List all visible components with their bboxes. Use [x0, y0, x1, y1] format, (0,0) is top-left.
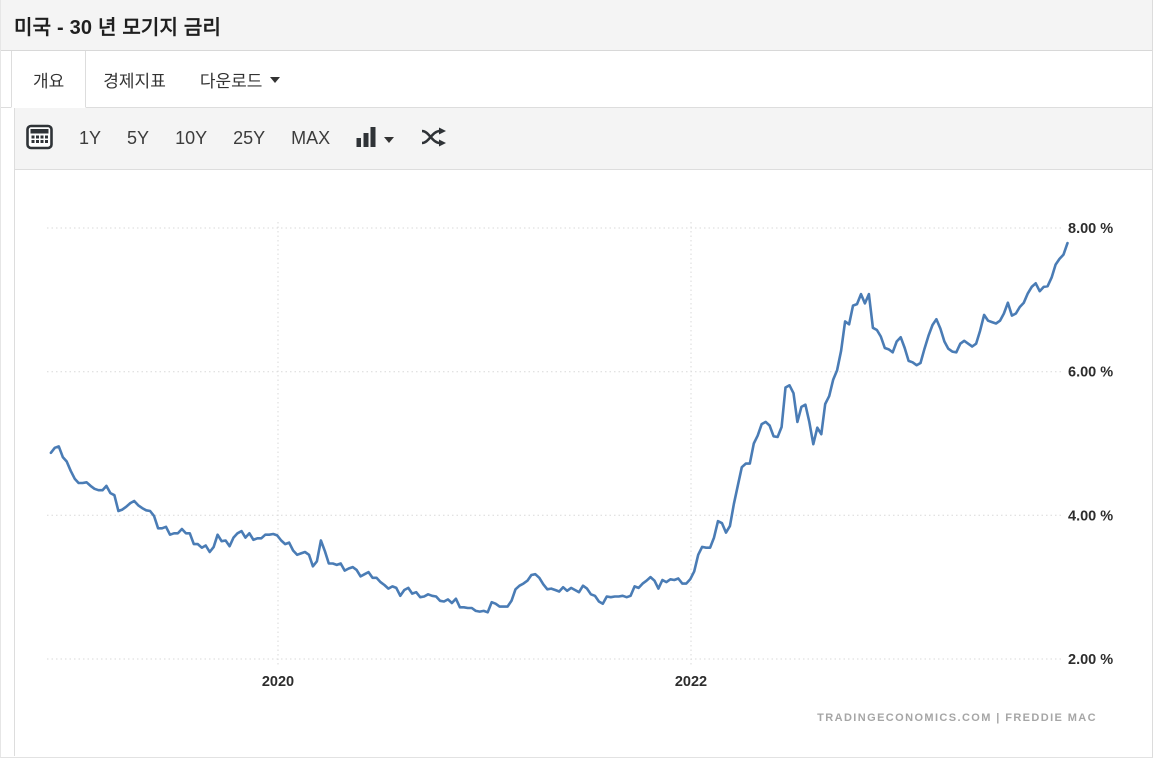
calendar-icon	[26, 124, 53, 153]
range-button-25y[interactable]: 25Y	[233, 128, 266, 148]
x-axis-label: 2020	[262, 674, 294, 690]
chevron-down-icon	[384, 136, 395, 143]
range-button-5y[interactable]: 5Y	[127, 128, 150, 148]
bar-chart-icon	[356, 126, 377, 151]
chart-card: 1Y 5Y 10Y 25Y MAX	[14, 108, 1152, 756]
range-button-max[interactable]: MAX	[291, 128, 331, 148]
compare-button[interactable]	[420, 126, 448, 151]
tab-overview[interactable]: 개요	[11, 51, 87, 108]
calendar-button[interactable]	[26, 124, 53, 153]
y-axis-label: 4.00 %	[1068, 508, 1113, 524]
source-attribution: TRADINGECONOMICS.COM | FREDDIE MAC	[817, 712, 1097, 724]
chevron-down-icon	[270, 77, 281, 83]
tab-download[interactable]: 다운로드	[183, 51, 298, 107]
y-axis-label: 8.00 %	[1068, 221, 1113, 237]
page-title: 미국 - 30 년 모기지 금리	[14, 16, 222, 39]
rate-line	[49, 241, 1069, 614]
tab-indicators-label: 경제지표	[103, 71, 166, 91]
y-axis-label: 2.00 %	[1068, 652, 1113, 668]
title-bar: 미국 - 30 년 모기지 금리	[1, 0, 1152, 51]
x-axis-label: 2022	[675, 674, 707, 690]
tab-download-label: 다운로드	[199, 71, 263, 91]
tab-indicators[interactable]: 경제지표	[86, 51, 183, 107]
tab-bar: 개요 경제지표 다운로드	[1, 51, 1152, 108]
y-axis-label: 6.00 %	[1068, 365, 1113, 381]
range-button-1y[interactable]: 1Y	[79, 128, 102, 148]
chart-type-button[interactable]	[356, 126, 395, 151]
tab-overview-label: 개요	[33, 71, 65, 91]
chart-toolbar: 1Y 5Y 10Y 25Y MAX	[15, 108, 1152, 170]
shuffle-compare-icon	[420, 126, 448, 151]
chart-area: 8.00 % 6.00 % 4.00 % 2.00 % 2020 2022 TRADINGE…	[15, 170, 1152, 755]
range-button-10y[interactable]: 10Y	[175, 128, 208, 148]
rate-line-chart: 8.00 % 6.00 % 4.00 % 2.00 % 2020 2022 TRADINGE…	[47, 221, 1113, 724]
